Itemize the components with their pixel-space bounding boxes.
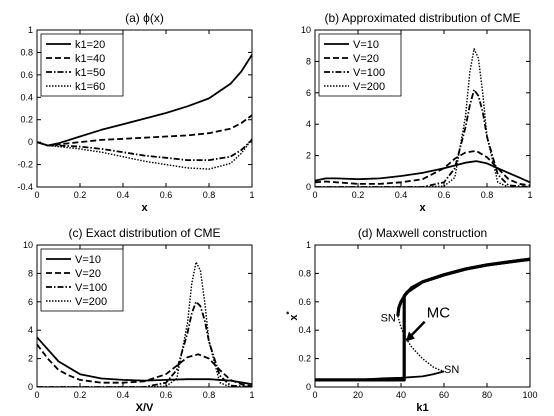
legend-entry: V=100 xyxy=(75,282,107,294)
legend-entry: V=200 xyxy=(75,296,107,308)
series-line-v-20 xyxy=(315,150,530,187)
x-axis-label: X/V xyxy=(136,402,154,414)
y-tick-label: 1 xyxy=(28,25,33,35)
x-tick-label: 0.2 xyxy=(74,390,87,400)
series-line-k1-60 xyxy=(37,138,252,170)
y-tick-label: -0.4 xyxy=(17,182,33,192)
series-line-maxwell-jump xyxy=(315,257,530,382)
x-tick-label: 0.2 xyxy=(74,190,87,200)
x-tick-label: 0 xyxy=(312,390,317,400)
series-line-v-200 xyxy=(37,261,252,387)
y-tick-label: 0 xyxy=(28,382,33,392)
y-tick-label: 0.8 xyxy=(298,268,311,278)
legend-entry: V=100 xyxy=(353,67,385,79)
x-tick-label: 0.6 xyxy=(160,390,173,400)
legend-entry: V=200 xyxy=(353,81,385,93)
series-line-k1-50 xyxy=(37,139,252,161)
y-tick-label: 0.4 xyxy=(20,92,33,102)
annotation-sn-upper: SN xyxy=(381,313,396,325)
y-tick-label: 10 xyxy=(301,25,311,35)
legend-entry: V=20 xyxy=(75,268,101,280)
series-line-v-20 xyxy=(37,343,252,387)
y-tick-label: 0.6 xyxy=(298,297,311,307)
legend-entry: k1=50 xyxy=(75,67,105,79)
y-tick-label: 8 xyxy=(28,268,33,278)
series-line-v-200 xyxy=(315,48,530,187)
legend-entry: V=10 xyxy=(75,254,101,266)
x-tick-label: 100 xyxy=(522,390,537,400)
x-tick-label: 1 xyxy=(249,190,254,200)
series-line-v-10 xyxy=(315,160,530,184)
x-axis-label: k1 xyxy=(416,402,428,414)
mc-arrow-head xyxy=(405,331,415,342)
series-line-k1-20 xyxy=(37,54,252,147)
series-line-k1-40 xyxy=(37,114,252,147)
x-tick-label: 0.4 xyxy=(395,190,408,200)
x-tick-label: 1 xyxy=(249,390,254,400)
legend-entry: V=20 xyxy=(353,53,379,65)
y-axis-label: x* xyxy=(285,311,300,321)
y-tick-label: -0.2 xyxy=(17,160,33,170)
mc-arrow-shaft xyxy=(408,320,426,339)
x-tick-label: 0.8 xyxy=(203,390,216,400)
y-tick-label: 0.4 xyxy=(298,325,311,335)
y-tick-label: 6 xyxy=(28,297,33,307)
series-line-unstable xyxy=(397,315,445,373)
y-tick-label: 10 xyxy=(23,240,33,250)
x-tick-label: 0.8 xyxy=(203,190,216,200)
panel-1: 0 0.2 0.4 0.6 0.8 1 -0.4 -0.2 0 0.2 0.4 0.6 0.8 1 (a) … xyxy=(17,11,254,214)
y-tick-label: 0 xyxy=(28,137,33,147)
panel-title: (d) Maxwell construction xyxy=(358,226,487,240)
x-tick-label: 0 xyxy=(312,190,317,200)
panel-title: (c) Exact distribution of CME xyxy=(68,226,220,240)
y-axis-label-superscript: * xyxy=(285,311,294,315)
x-tick-label: 1 xyxy=(527,190,532,200)
legend-entry: k1=60 xyxy=(75,81,105,93)
y-tick-label: 6 xyxy=(306,88,311,98)
x-tick-label: 0.6 xyxy=(160,190,173,200)
legend-entry: V=10 xyxy=(353,39,379,51)
panel-4: 0 20 40 60 80 100 0 0.2 0.4 0.6 0.8 1 (d) Maxwell co… xyxy=(285,226,538,414)
y-tick-label: 0 xyxy=(306,382,311,392)
y-tick-label: 1 xyxy=(306,240,311,250)
y-tick-label: 8 xyxy=(306,56,311,66)
legend-box xyxy=(40,33,124,97)
legend-entry: k1=20 xyxy=(75,39,105,51)
y-tick-label: 4 xyxy=(28,325,33,335)
y-tick-label: 0.8 xyxy=(20,47,33,57)
x-axis-label: x xyxy=(141,202,148,214)
x-tick-label: 40 xyxy=(396,390,406,400)
x-tick-label: 0.8 xyxy=(481,190,494,200)
panel-title: (a) ϕ(x) xyxy=(125,11,164,25)
annotation-sn-lower: SN xyxy=(444,364,459,376)
y-tick-label: 0.6 xyxy=(20,70,33,80)
legend-entry: k1=40 xyxy=(75,53,105,65)
x-tick-label: 0.6 xyxy=(438,190,451,200)
x-tick-label: 0 xyxy=(34,390,39,400)
x-tick-label: 0.4 xyxy=(117,190,130,200)
y-tick-label: 2 xyxy=(306,151,311,161)
annotation-mc: MC xyxy=(427,304,450,321)
y-tick-label: 4 xyxy=(306,119,311,129)
x-axis-label: x xyxy=(419,202,426,214)
axes-frame xyxy=(314,244,531,388)
y-tick-label: 0 xyxy=(306,182,311,192)
x-tick-label: 0.4 xyxy=(117,390,130,400)
x-tick-label: 0 xyxy=(34,190,39,200)
x-tick-label: 60 xyxy=(439,390,449,400)
panel-title: (b) Approximated distribution of CME xyxy=(324,11,520,25)
x-tick-label: 20 xyxy=(353,390,363,400)
y-tick-label: 2 xyxy=(28,354,33,364)
y-tick-label: 0.2 xyxy=(20,115,33,125)
x-tick-label: 0.2 xyxy=(352,190,365,200)
y-tick-label: 0.2 xyxy=(298,354,311,364)
series-line-v-100 xyxy=(37,300,252,387)
x-tick-label: 80 xyxy=(482,390,492,400)
